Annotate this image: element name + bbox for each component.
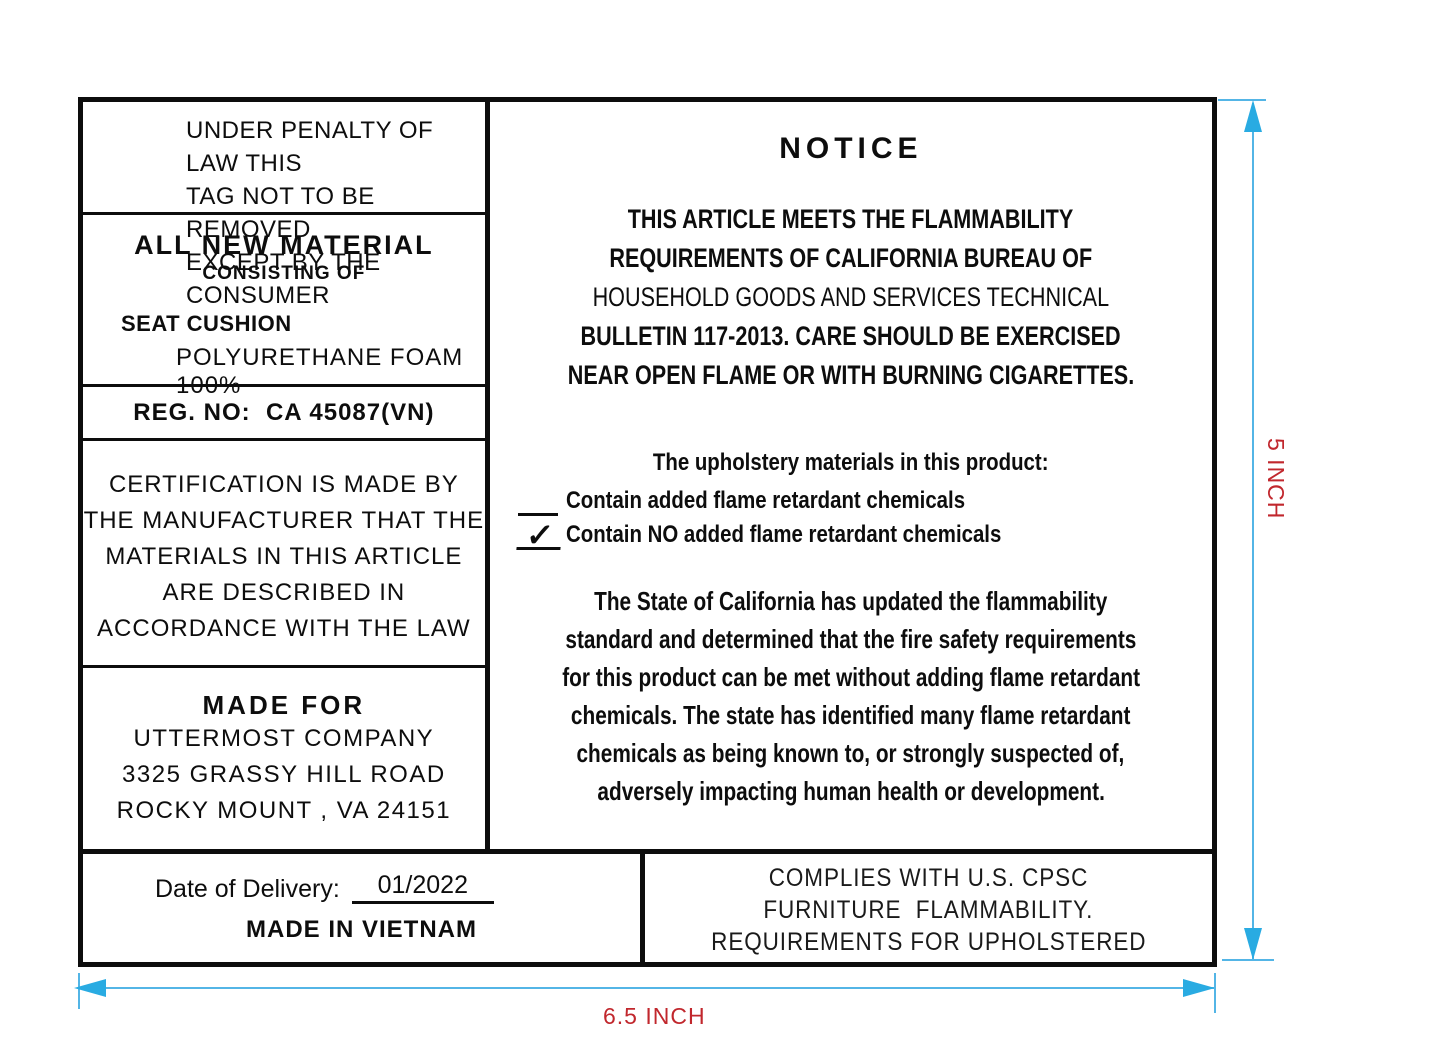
check-icon: ✓ bbox=[516, 517, 564, 553]
notice-line: REQUIREMENTS OF CALIFORNIA BUREAU OF bbox=[609, 243, 1093, 273]
california-line: chemicals. The state has identified many… bbox=[571, 699, 1131, 730]
company-name: UTTERMOST COMPANY bbox=[133, 725, 435, 752]
filling-material: POLYURETHANE FOAM 100% bbox=[176, 344, 464, 399]
width-dimension-right-tick bbox=[1214, 973, 1216, 1013]
row-divider bbox=[83, 438, 485, 441]
upholstery-title-wrap: The upholstery materials in this product… bbox=[490, 449, 1212, 477]
option-added-label: Contain added flame retardant chemicals bbox=[565, 487, 965, 514]
label-top-section: UNDER PENALTY OF LAW THIS TAG NOT TO BE … bbox=[83, 102, 1212, 849]
certification-line: ARE DESCRIBED IN bbox=[162, 579, 406, 606]
full-width-divider bbox=[83, 849, 1212, 854]
notice-line: THIS ARTICLE MEETS THE FLAMMABILITY bbox=[628, 204, 1074, 234]
california-line: The State of California has updated the … bbox=[594, 585, 1108, 616]
complies-line: FURNITURE FLAMMABILITY. bbox=[763, 895, 1094, 924]
notice-title: NOTICE bbox=[779, 132, 923, 165]
width-arrow-right-icon bbox=[1183, 979, 1215, 997]
height-dimension-top-tick bbox=[1218, 99, 1266, 101]
origin-label: MADE IN VIETNAM bbox=[246, 916, 477, 943]
reg-no: REG. NO: CA 45087(VN) bbox=[133, 399, 435, 426]
notice-line: HOUSEHOLD GOODS AND SERVICES TECHNICAL bbox=[592, 282, 1110, 312]
california-line: standard and determined that the fire sa… bbox=[565, 623, 1137, 654]
height-dimension-line bbox=[1252, 103, 1254, 959]
width-dimension-label: 6.5 INCH bbox=[603, 1003, 706, 1029]
width-dimension-line bbox=[80, 987, 1214, 989]
material-title: ALL NEW MATERIAL bbox=[134, 230, 434, 260]
material-subtitle: CONSISTING OF bbox=[202, 263, 366, 284]
certification-line: CERTIFICATION IS MADE BY bbox=[108, 471, 459, 498]
blank-checkline bbox=[517, 490, 558, 516]
row-divider bbox=[83, 212, 485, 215]
component-name: SEAT CUSHION bbox=[121, 311, 292, 336]
height-dimension-label: 5 INCH bbox=[1263, 438, 1289, 520]
label-box: UNDER PENALTY OF LAW THIS TAG NOT TO BE … bbox=[78, 97, 1217, 967]
row-divider bbox=[83, 384, 485, 387]
delivery-section: Date of Delivery: 01/2022 MADE IN VIETNA… bbox=[83, 854, 645, 962]
penalty-section: UNDER PENALTY OF LAW THIS TAG NOT TO BE … bbox=[83, 102, 485, 309]
width-arrow-left-icon bbox=[74, 979, 106, 997]
notice-line: NEAR OPEN FLAME OR WITH BURNING CIGARETT… bbox=[567, 360, 1135, 390]
made-for-section: MADE FOR UTTERMOST COMPANY 3325 GRASSY H… bbox=[83, 668, 485, 849]
certification-line: MATERIALS IN THIS ARTICLE bbox=[105, 543, 463, 570]
right-column: NOTICE THIS ARTICLE MEETS THE FLAMMABILI… bbox=[490, 102, 1212, 849]
complies-section: COMPLIES WITH U.S. CPSC FURNITURE FLAMMA… bbox=[645, 854, 1212, 962]
label-bottom-section: Date of Delivery: 01/2022 MADE IN VIETNA… bbox=[83, 854, 1212, 962]
california-paragraph: The State of California has updated the … bbox=[490, 582, 1212, 810]
certification-line: ACCORDANCE WITH THE LAW bbox=[97, 615, 471, 642]
certification-section: CERTIFICATION IS MADE BY THE MANUFACTURE… bbox=[83, 441, 485, 665]
complies-line: REQUIREMENTS FOR UPHOLSTERED bbox=[710, 927, 1147, 956]
complies-line: COMPLIES WITH U.S. CPSC bbox=[768, 863, 1089, 892]
company-address-city: ROCKY MOUNT , VA 24151 bbox=[116, 797, 452, 824]
made-for-title: MADE FOR bbox=[202, 690, 366, 720]
notice-line: BULLETIN 117-2013. CARE SHOULD BE EXERCI… bbox=[580, 321, 1121, 351]
company-address-street: 3325 GRASSY HILL ROAD bbox=[122, 761, 446, 788]
material-section: ALL NEW MATERIAL CONSISTING OF SEAT CUSH… bbox=[83, 215, 485, 399]
height-arrow-up-icon bbox=[1244, 100, 1262, 132]
certification-line: THE MANUFACTURER THAT THE bbox=[83, 507, 485, 534]
california-line: for this product can be met without addi… bbox=[561, 661, 1140, 692]
notice-paragraph: THIS ARTICLE MEETS THE FLAMMABILITY REQU… bbox=[490, 200, 1212, 395]
row-divider bbox=[83, 665, 485, 668]
delivery-label: Date of Delivery: bbox=[155, 875, 340, 903]
option-no-added-label: Contain NO added flame retardant chemica… bbox=[565, 521, 1002, 548]
option-no-added-row: ✓ Contain NO added flame retardant chemi… bbox=[516, 517, 1212, 553]
left-column: UNDER PENALTY OF LAW THIS TAG NOT TO BE … bbox=[83, 102, 490, 849]
california-line: chemicals as being known to, or strongly… bbox=[576, 737, 1125, 768]
upholstery-title: The upholstery materials in this product… bbox=[653, 449, 1049, 476]
delivery-value: 01/2022 bbox=[351, 871, 494, 904]
california-line: adversely impacting human health or deve… bbox=[597, 775, 1105, 806]
penalty-line: UNDER PENALTY OF LAW THIS bbox=[186, 117, 434, 177]
penalty-line: TAG NOT TO BE REMOVED bbox=[186, 183, 375, 243]
penalty-line: EXCEPT BY THE CONSUMER bbox=[186, 249, 381, 309]
height-dimension-bottom-tick bbox=[1222, 959, 1274, 961]
height-arrow-down-icon bbox=[1244, 928, 1262, 960]
delivery-row: Date of Delivery: 01/2022 bbox=[83, 871, 640, 904]
option-added-row: Contain added flame retardant chemicals bbox=[517, 487, 1212, 516]
